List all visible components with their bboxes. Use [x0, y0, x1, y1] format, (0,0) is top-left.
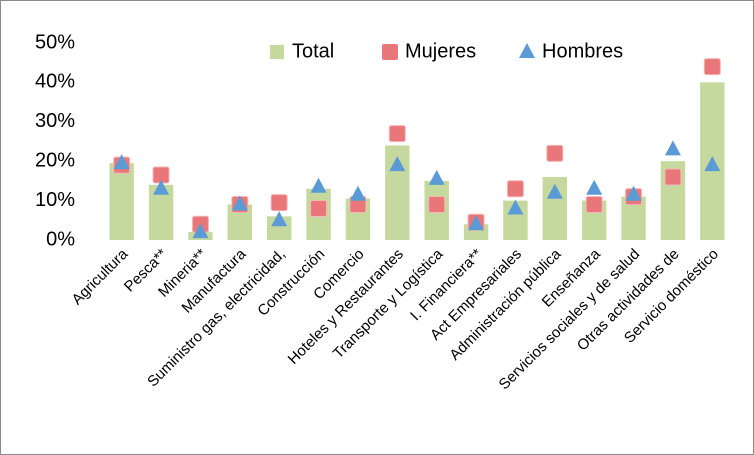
square-marker — [506, 180, 524, 198]
square-marker — [388, 125, 406, 143]
legend-label: Mujeres — [405, 40, 476, 62]
y-tick-label: 50% — [35, 31, 75, 53]
triangle-marker — [153, 179, 170, 195]
bar — [109, 163, 134, 240]
y-tick-label: 20% — [35, 149, 75, 171]
triangle-marker — [704, 156, 721, 172]
triangle-marker — [271, 211, 288, 227]
legend-swatch — [382, 44, 398, 60]
square-marker — [585, 196, 603, 214]
y-tick-label: 0% — [46, 228, 75, 250]
triangle-marker — [389, 156, 406, 172]
legend-swatch — [519, 43, 535, 58]
triangle-marker — [310, 177, 327, 193]
square-marker — [703, 58, 721, 76]
legend-label: Total — [292, 40, 334, 62]
square-marker — [546, 144, 564, 162]
triangle-marker — [664, 140, 681, 156]
triangle-marker — [468, 215, 485, 231]
triangle-marker — [507, 199, 524, 215]
square-marker — [270, 194, 288, 212]
bar — [266, 216, 292, 240]
triangle-marker — [625, 185, 642, 201]
square-marker — [310, 199, 328, 217]
square-marker — [428, 196, 446, 214]
y-tick-label: 30% — [35, 110, 75, 132]
legend-label: Hombres — [542, 40, 623, 62]
triangle-marker — [428, 169, 445, 185]
triangle-marker — [586, 179, 603, 195]
y-tick-label: 10% — [35, 189, 75, 211]
square-marker — [664, 168, 682, 186]
triangle-marker — [231, 195, 248, 211]
legend-swatch — [270, 45, 284, 59]
triangle-marker — [192, 223, 209, 239]
triangle-marker — [349, 185, 366, 201]
triangle-marker — [546, 183, 563, 199]
triangle-marker — [113, 154, 130, 170]
y-tick-label: 40% — [35, 71, 75, 93]
